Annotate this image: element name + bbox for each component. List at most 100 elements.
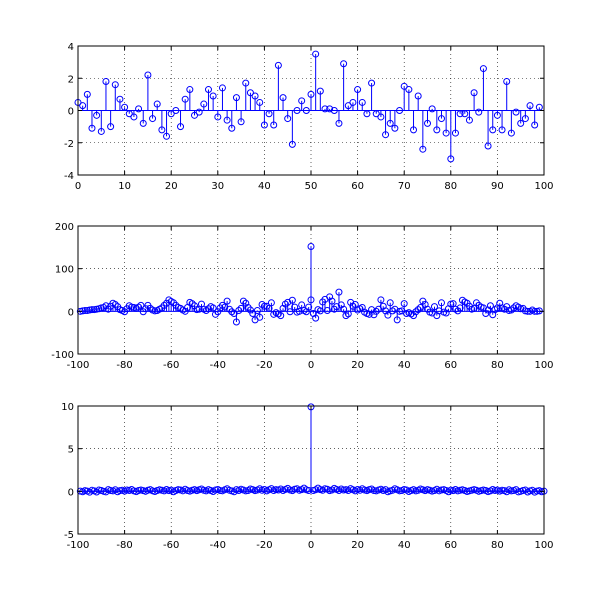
y-tick-label: 0	[68, 107, 74, 118]
stem-marker	[232, 94, 240, 102]
stem-marker	[447, 155, 455, 163]
stem-marker	[102, 488, 110, 496]
stem-marker	[288, 296, 296, 304]
stem-marker	[256, 98, 264, 106]
stem-marker	[307, 90, 315, 98]
stem-marker	[503, 303, 511, 311]
stem-marker	[316, 87, 324, 95]
x-tick-label: -60	[163, 540, 179, 551]
stem-marker	[412, 308, 420, 316]
stem-marker	[286, 308, 294, 316]
x-tick-label: 80	[444, 181, 457, 192]
stem-marker	[181, 95, 189, 103]
stem-marker	[137, 301, 145, 309]
stem-marker	[267, 299, 275, 307]
x-tick-label: -100	[67, 360, 90, 371]
stem-marker	[288, 140, 296, 148]
stem-marker	[223, 297, 231, 305]
y-tick-label: -5	[64, 530, 74, 541]
x-tick-label: -60	[163, 360, 179, 371]
stem-marker	[465, 116, 473, 124]
stem-marker	[433, 126, 441, 134]
stem-marker	[230, 488, 238, 496]
x-tick-label: 40	[398, 360, 411, 371]
x-tick-label: 60	[351, 181, 364, 192]
x-tick-label: -20	[256, 540, 272, 551]
stem-marker	[414, 306, 422, 314]
stem-marker	[437, 115, 445, 123]
stem-marker	[121, 103, 129, 111]
stem-marker	[158, 126, 166, 134]
x-tick-label: -100	[67, 540, 90, 551]
stem-marker	[88, 124, 96, 132]
stem-marker	[405, 86, 413, 94]
stem-marker	[251, 92, 259, 100]
stem-marker	[372, 110, 380, 118]
stem-marker	[93, 488, 101, 496]
x-tick-label: -20	[256, 360, 272, 371]
stem-marker	[396, 107, 404, 114]
stem-marker	[93, 111, 101, 119]
stem-marker	[237, 118, 245, 126]
stem-marker	[377, 113, 385, 121]
stem-marker	[144, 71, 152, 79]
stem-marker	[321, 105, 329, 113]
x-tick-label: 80	[491, 540, 504, 551]
stem-marker	[116, 487, 124, 495]
stem-marker	[232, 318, 240, 326]
stem-marker	[400, 300, 408, 308]
stem-marker	[531, 121, 539, 129]
x-tick-label: 30	[211, 181, 224, 192]
stem-marker	[510, 304, 518, 312]
stem-marker	[253, 306, 261, 314]
x-tick-label: 70	[398, 181, 411, 192]
stem-marker	[396, 487, 404, 495]
x-tick-label: 0	[75, 181, 81, 192]
stem-marker	[424, 119, 431, 127]
stem-marker	[384, 311, 392, 319]
stem-marker	[512, 486, 520, 494]
stem-marker	[526, 102, 534, 110]
stem-marker	[503, 488, 511, 496]
y-tick-label: -100	[51, 350, 74, 361]
stem-marker	[437, 299, 445, 307]
stem-marker	[298, 97, 306, 105]
x-tick-label: 60	[444, 540, 457, 551]
stem-marker	[333, 303, 341, 311]
stem-marker	[295, 307, 303, 315]
stem-marker	[382, 131, 390, 139]
stem-marker	[414, 92, 422, 100]
y-tick-label: 0	[68, 307, 74, 318]
stem-marker	[428, 105, 436, 113]
stem-marker	[340, 305, 348, 313]
stem-marker	[191, 302, 198, 310]
stem-marker	[267, 485, 275, 493]
x-tick-label: -80	[116, 540, 132, 551]
stem-marker	[277, 312, 285, 320]
stem-marker	[486, 302, 494, 310]
stem-marker	[507, 129, 515, 137]
stem-marker	[263, 302, 271, 310]
y-tick-label: 4	[68, 42, 74, 53]
stem-marker	[293, 107, 301, 114]
stem-marker	[86, 488, 94, 496]
stem-marker	[204, 305, 212, 313]
stem-marker	[503, 77, 511, 85]
x-tick-label: -40	[210, 360, 226, 371]
stem-marker	[344, 486, 352, 494]
stem-marker	[279, 94, 287, 102]
stem-marker	[242, 79, 250, 87]
stem-marker	[430, 303, 438, 311]
stem-marker	[410, 312, 418, 320]
x-tick-label: 90	[491, 181, 504, 192]
stem-marker	[512, 108, 520, 116]
stem-marker	[160, 301, 168, 309]
stem-marker	[372, 307, 380, 315]
stem-marker	[191, 111, 198, 119]
stem-marker	[81, 306, 89, 314]
stem-marker	[237, 304, 245, 312]
y-tick-label: -2	[64, 139, 74, 150]
stem-marker	[377, 296, 385, 304]
x-tick-label: 100	[534, 540, 553, 551]
